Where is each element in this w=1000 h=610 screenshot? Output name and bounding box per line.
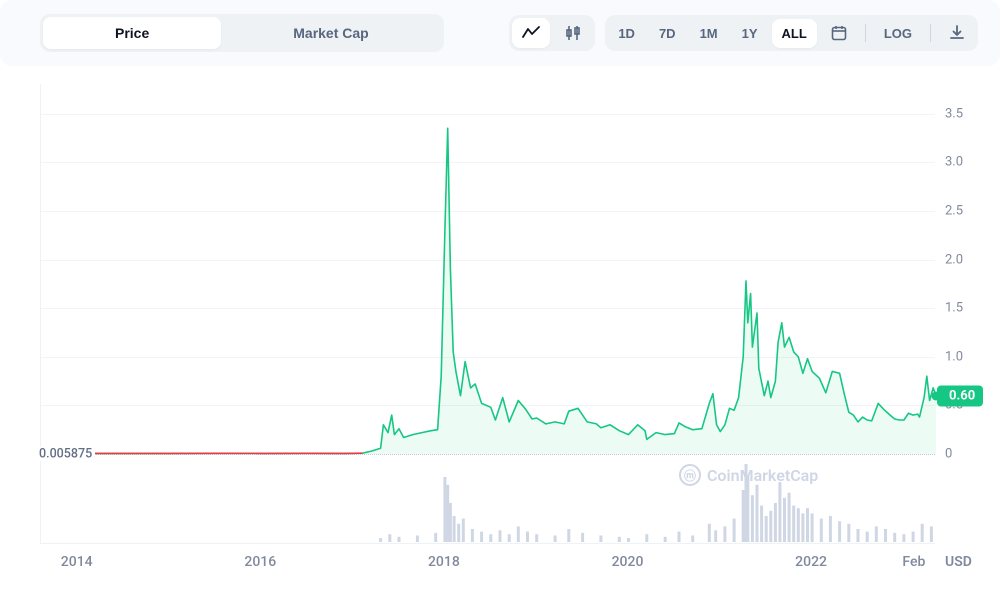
plot-area[interactable]: 0.005875 ⓜCoinMarketCap	[40, 84, 935, 544]
currency-label: USD	[945, 554, 972, 570]
x-tick-label: 2022	[795, 554, 827, 570]
calendar-icon[interactable]	[821, 18, 857, 48]
range-1y[interactable]: 1Y	[732, 19, 768, 48]
y-tick-label: 2.0	[945, 252, 963, 267]
line-chart-icon[interactable]	[512, 18, 550, 48]
tab-price[interactable]: Price	[43, 17, 221, 49]
x-tick-label: Feb	[902, 554, 925, 570]
y-tick-label: 2.5	[945, 203, 963, 218]
separator	[865, 24, 866, 42]
current-price-badge: 0.60	[937, 385, 983, 406]
chart-toolbar: Price Market Cap 1D7D1M1YALL LOG	[0, 0, 1000, 66]
price-chart: 0.005875ⓜCoinMarketCap USD 00.51.01.52.0…	[40, 84, 980, 604]
range-1m[interactable]: 1M	[690, 19, 728, 48]
x-tick-label: 2020	[612, 554, 644, 570]
log-scale-toggle[interactable]: LOG	[874, 19, 922, 48]
y-tick-label: 1.0	[945, 349, 963, 364]
separator	[930, 24, 931, 42]
x-tick-label: 2014	[61, 554, 93, 570]
range-7d[interactable]: 7D	[649, 19, 686, 48]
range-1d[interactable]: 1D	[608, 19, 645, 48]
watermark: ⓜCoinMarketCap	[679, 464, 818, 486]
range-all[interactable]: ALL	[772, 19, 817, 48]
y-tick-label: 3.5	[945, 106, 963, 121]
x-tick-label: 2016	[244, 554, 276, 570]
tab-market-cap[interactable]: Market Cap	[221, 17, 440, 49]
chart-type-group	[509, 15, 595, 51]
y-tick-label: 1.5	[945, 301, 963, 316]
y-tick-label: 3.0	[945, 155, 963, 170]
metric-segmented: Price Market Cap	[40, 14, 444, 52]
start-value-label: 0.005875	[39, 447, 95, 462]
download-icon[interactable]	[939, 18, 975, 48]
range-and-tools: 1D7D1M1YALL LOG	[605, 15, 978, 51]
candlestick-chart-icon[interactable]	[554, 18, 592, 48]
y-tick-label: 0	[945, 447, 952, 462]
x-tick-label: 2018	[428, 554, 460, 570]
